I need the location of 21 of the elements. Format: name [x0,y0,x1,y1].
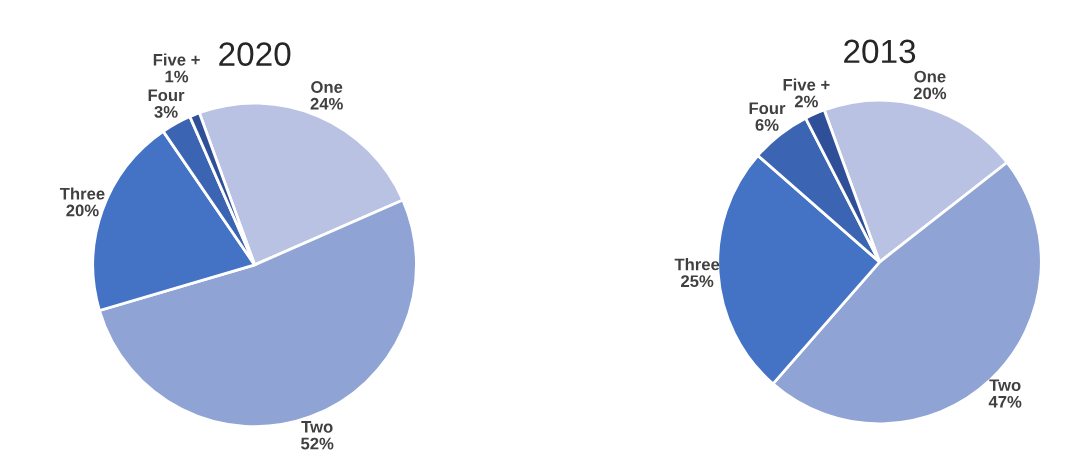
chart-title: 2020 [219,42,291,66]
data-label: 20% [913,87,947,100]
data-label: 47% [988,395,1022,408]
slice-label: One [914,70,946,83]
slice-label: Four [148,89,185,102]
chart-title: 2013 [844,39,916,64]
slice-label: Two [301,421,333,433]
slice-label: Three [59,187,105,200]
slice-label: Four [749,102,786,115]
data-label: 6% [755,119,779,131]
slice-label: Five + [153,53,200,66]
data-label: 2% [794,95,818,108]
slice-label: One [311,81,343,93]
data-label: 52% [301,437,334,450]
data-label: 25% [681,275,714,288]
data-label: 20% [66,204,99,217]
data-label: 24% [310,97,343,110]
slice-label: Two [989,379,1021,392]
slice-label: Five + [783,78,830,91]
data-label: 3% [154,105,178,118]
data-label: 1% [165,70,189,83]
